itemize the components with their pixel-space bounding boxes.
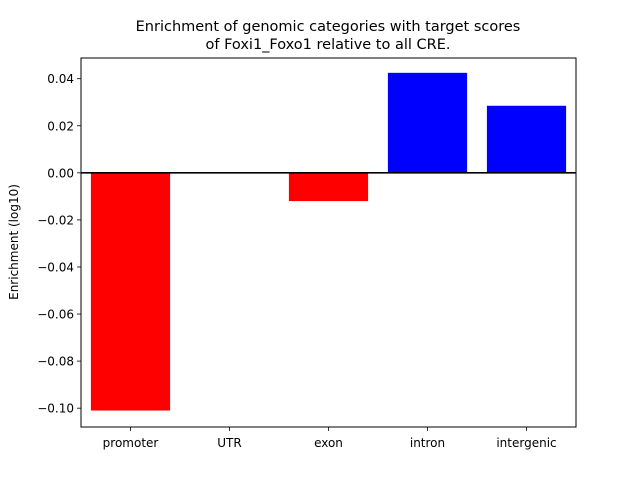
x-tick-label: UTR [217, 436, 241, 450]
plot-frame [80, 57, 577, 428]
bar-exon [288, 172, 369, 202]
y-tick-label: −0.08 [37, 355, 74, 369]
bar-intergenic [486, 105, 567, 173]
x-tick-label: promoter [103, 436, 159, 450]
y-tick-label: −0.06 [37, 308, 74, 322]
x-tick-label: intergenic [496, 436, 556, 450]
x-tick-label: intron [410, 436, 445, 450]
y-tick-label: −0.02 [37, 213, 74, 227]
y-tick-label: −0.10 [37, 402, 74, 416]
y-axis-label: Enrichment (log10) [7, 184, 21, 300]
y-tick-label: 0.00 [47, 166, 74, 180]
chart-title-line-2: of Foxi1_Foxo1 relative to all CRE. [206, 37, 451, 53]
x-tick-label: exon [314, 436, 343, 450]
y-tick-label: −0.04 [37, 260, 74, 274]
bars-group [90, 72, 567, 411]
y-axis-ticks: −0.10 −0.08 −0.06 −0.04 −0.02 0.00 0.02 0.04 [37, 72, 81, 416]
y-tick-label: 0.02 [47, 119, 74, 133]
bar-promoter [90, 172, 171, 411]
bar-intron [387, 72, 468, 173]
chart-title-line-1: Enrichment of genomic categories with ta… [136, 19, 521, 35]
y-tick-label: 0.04 [47, 72, 74, 86]
x-axis-ticks: promoter UTR exon intron intergenic [103, 427, 557, 450]
